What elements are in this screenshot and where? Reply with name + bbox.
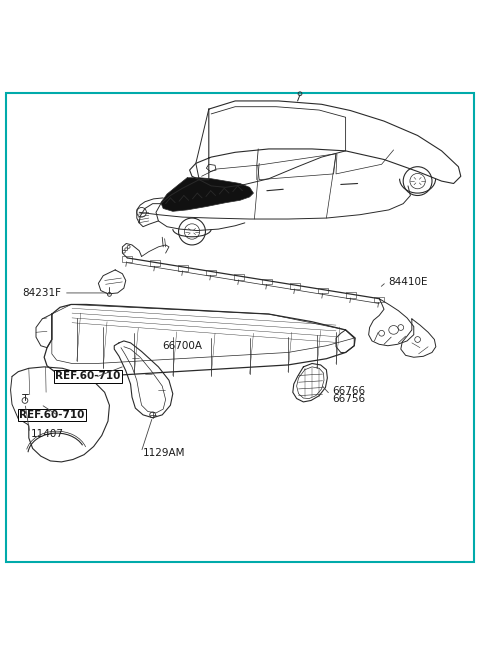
Bar <box>347 292 356 298</box>
Text: 84231F: 84231F <box>23 288 61 298</box>
Text: REF.60-710: REF.60-710 <box>55 371 120 381</box>
Bar <box>234 274 244 280</box>
Bar <box>122 256 132 262</box>
Text: 66766: 66766 <box>332 386 365 396</box>
Bar <box>206 269 216 275</box>
Text: 66700A: 66700A <box>162 341 203 350</box>
Polygon shape <box>161 178 253 212</box>
Text: 84410E: 84410E <box>388 277 427 287</box>
Bar <box>263 278 272 284</box>
Text: REF.60-710: REF.60-710 <box>19 410 84 420</box>
Bar <box>290 283 300 289</box>
Text: 11407: 11407 <box>31 429 64 439</box>
Text: 1129AM: 1129AM <box>143 448 186 458</box>
Bar <box>150 261 160 266</box>
Bar <box>374 297 384 303</box>
Text: 66756: 66756 <box>332 394 365 403</box>
Bar <box>179 265 188 271</box>
Bar <box>318 288 328 293</box>
